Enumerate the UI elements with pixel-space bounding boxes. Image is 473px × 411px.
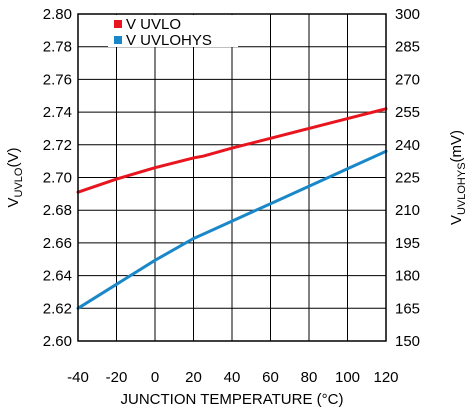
legend-label-v-uvlo: V UVLO — [126, 16, 181, 33]
left-axis-label-sub: UVLO — [13, 167, 25, 197]
series-line-v-uvlo — [76, 107, 388, 194]
left-axis-label: VUVLO(V) — [5, 148, 25, 208]
right-axis-label-sub: UVLOHYS — [456, 162, 468, 215]
left-tick-label: 2.64 — [43, 268, 72, 285]
legend-label-v-uvlohys: V UVLOHYS — [126, 32, 212, 49]
left-tick-label: 2.78 — [43, 39, 72, 56]
x-axis-label: JUNCTION TEMPERATURE (°C) — [121, 391, 344, 408]
right-tick-label: 300 — [395, 6, 420, 23]
right-tick-label: 255 — [395, 104, 420, 121]
right-tick-label: 150 — [395, 333, 420, 350]
right-axis-label-unit: (mV) — [448, 130, 465, 163]
right-tick-label: 195 — [395, 235, 420, 252]
left-axis-ticks: 2.80 2.78 2.76 2.74 2.72 2.70 2.68 2.66 2.64 2.62… — [43, 6, 72, 350]
right-axis-ticks: 300 285 270 255 240 225 210 195 180 165 150 — [395, 6, 420, 350]
left-tick-label: 2.74 — [43, 104, 72, 121]
x-tick-label: -40 — [67, 369, 89, 386]
x-tick-label: 20 — [185, 369, 202, 386]
right-tick-label: 285 — [395, 39, 420, 56]
left-tick-label: 2.62 — [43, 300, 72, 317]
x-tick-label: 80 — [301, 369, 318, 386]
legend-swatch-v-uvlohys — [114, 36, 122, 44]
right-tick-label: 180 — [395, 268, 420, 285]
legend-swatch-v-uvlo — [114, 20, 122, 28]
series-line-v-uvlohys — [76, 149, 388, 310]
x-tick-label: 40 — [224, 369, 241, 386]
right-tick-label: 240 — [395, 137, 420, 154]
x-tick-label: -20 — [106, 369, 128, 386]
left-tick-label: 2.66 — [43, 235, 72, 252]
x-tick-label: 0 — [151, 369, 159, 386]
left-tick-label: 2.68 — [43, 202, 72, 219]
grid-lines — [78, 14, 386, 341]
right-tick-label: 225 — [395, 170, 420, 187]
x-tick-label: 100 — [335, 369, 360, 386]
right-axis-label-main: V — [448, 215, 465, 225]
x-tick-label: 120 — [373, 369, 398, 386]
series-layer — [76, 107, 388, 310]
right-tick-label: 165 — [395, 300, 420, 317]
plot-border — [77, 13, 387, 342]
left-tick-label: 2.76 — [43, 71, 72, 88]
x-tick-label: 60 — [262, 369, 279, 386]
right-axis-label: VUVLOHYS(mV) — [448, 130, 468, 225]
left-tick-label: 2.70 — [43, 170, 72, 187]
legend-background — [108, 15, 238, 47]
left-axis-label-unit: (V) — [5, 148, 22, 168]
left-tick-label: 2.72 — [43, 137, 72, 154]
right-tick-label: 210 — [395, 202, 420, 219]
left-axis-label-main: V — [5, 197, 22, 207]
left-tick-label: 2.80 — [43, 6, 72, 23]
legend: V UVLO V UVLOHYS — [108, 15, 238, 49]
x-axis-ticks: -40 -20 0 20 40 60 80 100 120 — [67, 369, 398, 386]
left-tick-label: 2.60 — [43, 333, 72, 350]
right-tick-label: 270 — [395, 71, 420, 88]
